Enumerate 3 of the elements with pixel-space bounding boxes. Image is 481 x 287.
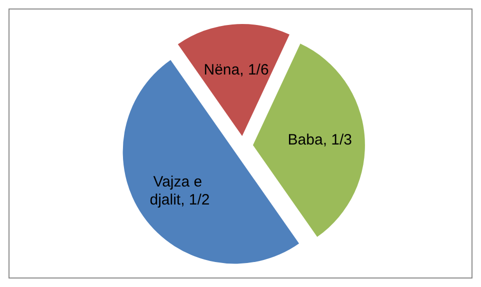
slice-label: Baba, 1/3: [288, 132, 352, 149]
slice-label: Vajza e djalit, 1/2: [150, 174, 210, 209]
slice-label: Nëna, 1/6: [204, 61, 269, 78]
